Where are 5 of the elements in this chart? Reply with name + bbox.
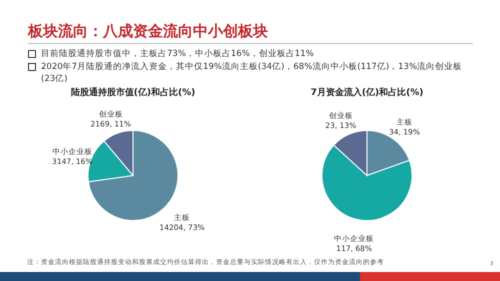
text: 2020年7月陆股通的净流入资金，其中仅19%流向主板(34亿)，68%流向中小板(117亿)，13%流向创业板(23亿) (40, 61, 464, 85)
text: 板块流向：八成资金流向中小创板块 (28, 22, 268, 41)
chart-title: 7月资金流入(亿)和占比(%) (310, 87, 424, 98)
text: 目前陆股通持股市值中，主板占73%，中小板占16%，创业板占11% (40, 48, 315, 60)
chart-title: 陆股通持股市值(亿)和占比(%) (70, 87, 196, 98)
